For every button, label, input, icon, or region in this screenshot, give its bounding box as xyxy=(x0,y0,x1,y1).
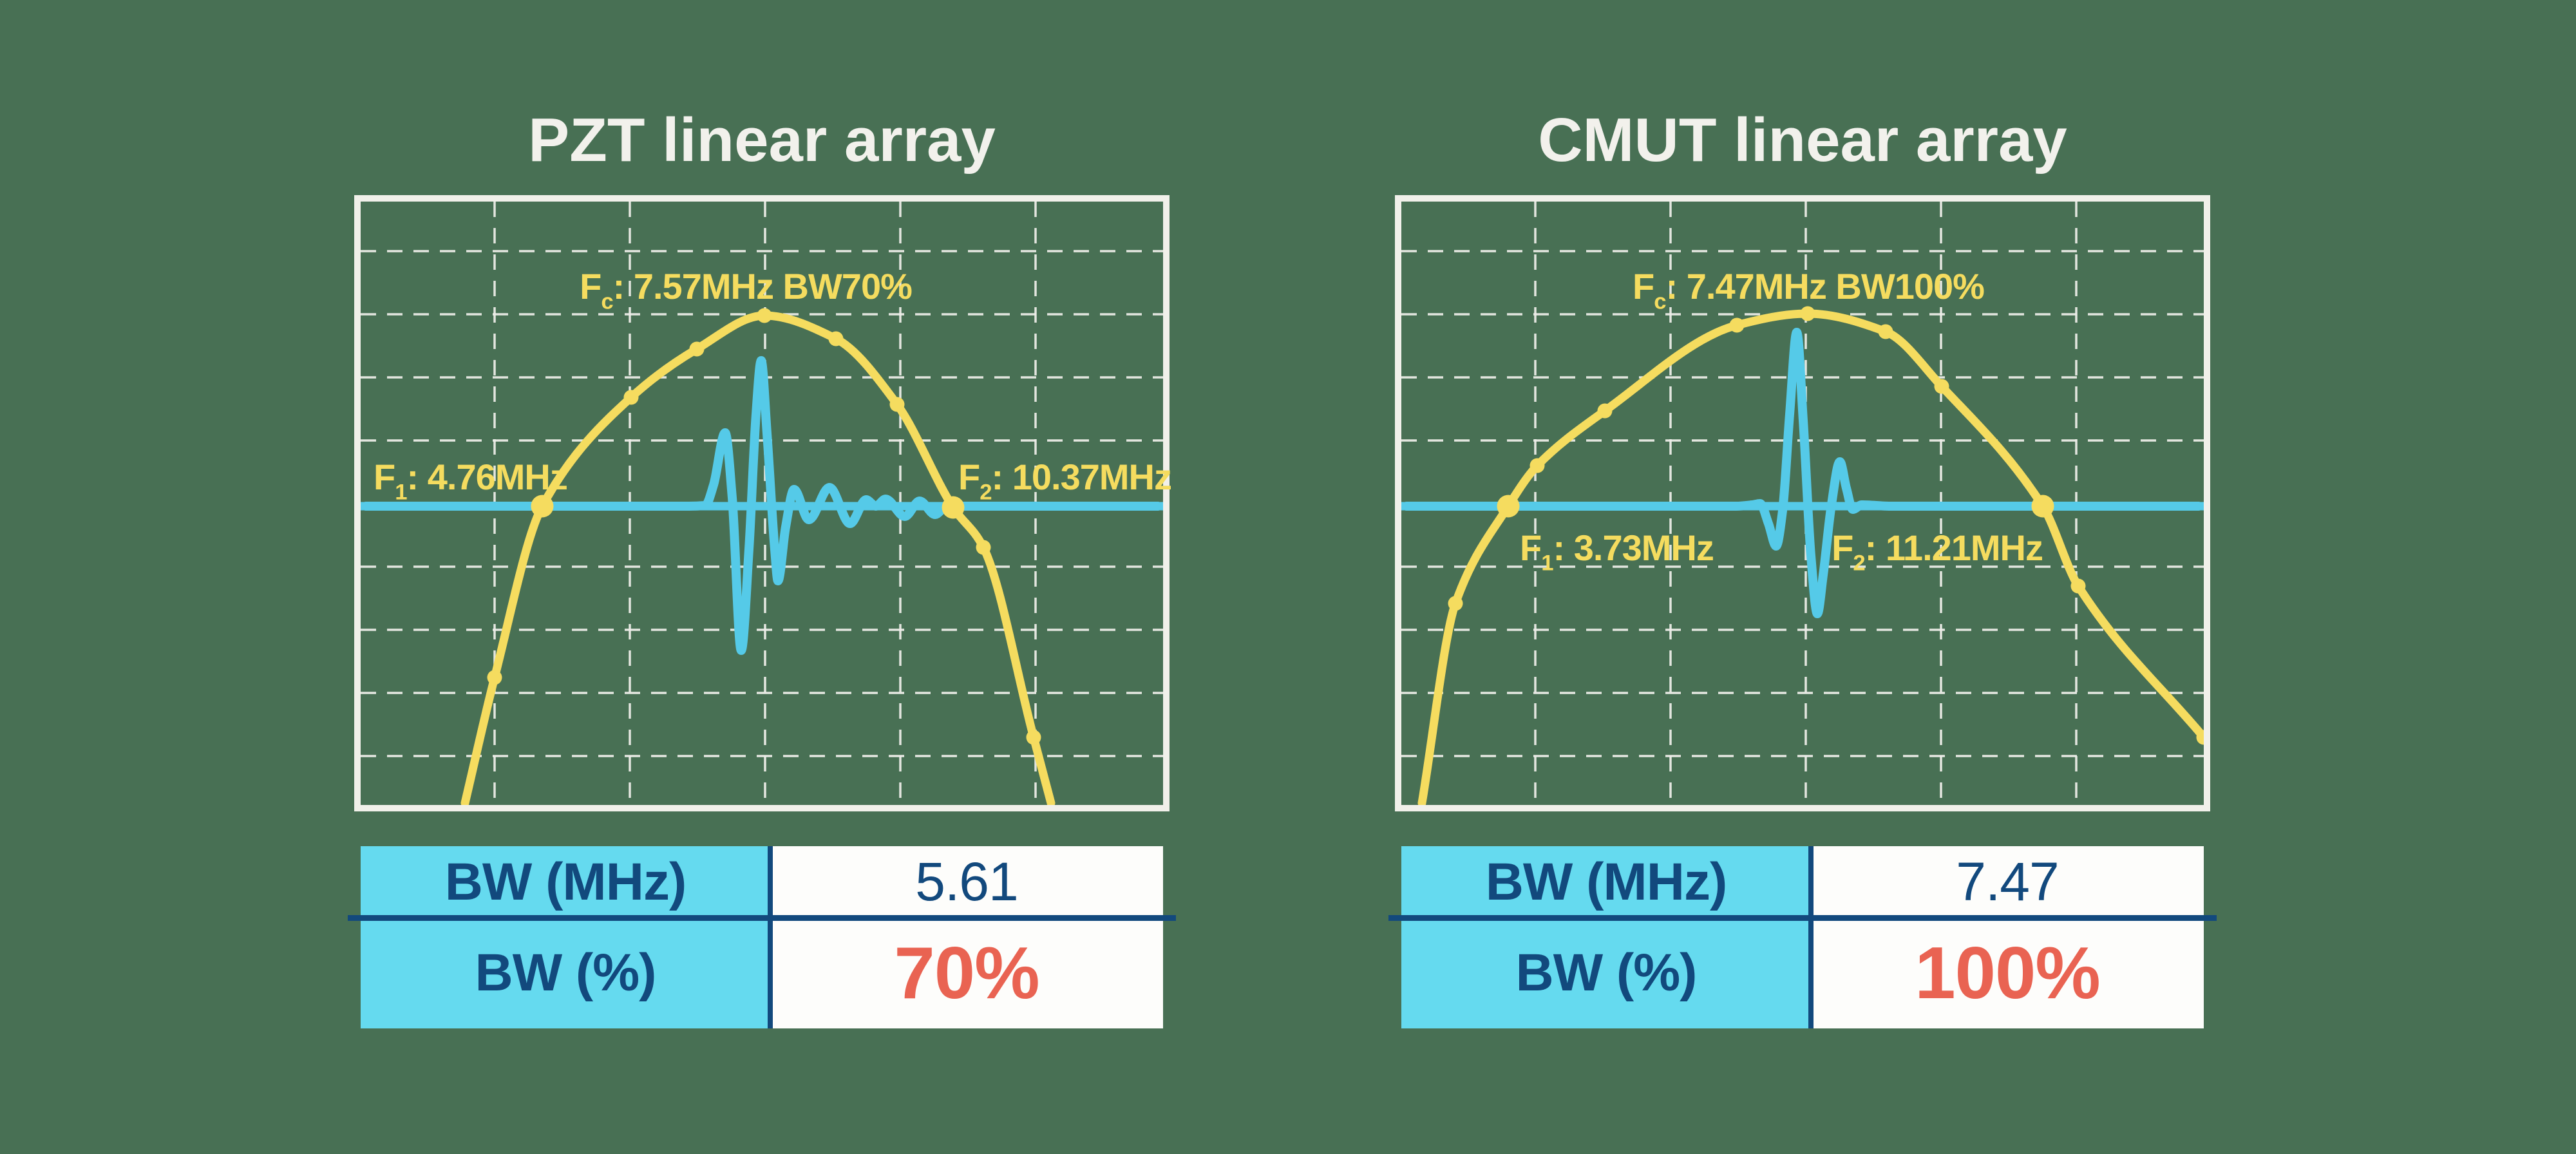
cmut-spectrum-chart: Fc: 7.47MHz BW100% F1: 3.73MHz F2: 11.21… xyxy=(1395,195,2210,811)
table-row: BW (%) 100% xyxy=(1401,918,2204,1028)
f1-annotation: F1: 3.73MHz xyxy=(1520,527,1714,574)
bw-mhz-label-cell: BW (MHz) xyxy=(1401,846,1811,918)
f1-label-value: : 4.76MHz xyxy=(406,457,568,497)
f1-annotation: F1: 4.76MHz xyxy=(374,457,568,504)
f2-label-base: F xyxy=(958,457,980,497)
table-row: BW (MHz) 5.61 xyxy=(361,846,1163,918)
bw-mhz-value-cell: 7.47 xyxy=(1811,846,2204,918)
f2-label-sub: 2 xyxy=(1853,551,1865,576)
f1-label-sub: 1 xyxy=(1541,551,1553,576)
table-column-divider xyxy=(1808,846,1814,1028)
fc-label-base: F xyxy=(580,266,601,307)
f2-annotation: F2: 11.21MHz xyxy=(1832,527,2043,574)
fc-annotation: Fc: 7.47MHz BW100% xyxy=(1633,266,1985,313)
table-row: BW (%) 70% xyxy=(361,918,1163,1028)
f1-label-sub: 1 xyxy=(395,480,407,505)
page-title: PZT linear array xyxy=(528,106,996,175)
f2-label-value: : 10.37MHz xyxy=(991,457,1172,497)
table-column-divider xyxy=(768,846,773,1028)
fc-label-base: F xyxy=(1633,266,1654,307)
bw-pct-label-cell: BW (%) xyxy=(1401,918,1811,1028)
bw-pct-value-cell: 70% xyxy=(770,918,1163,1028)
fc-annotation: Fc: 7.57MHz BW70% xyxy=(580,266,913,313)
f2-label-value: : 11.21MHz xyxy=(1864,527,2043,568)
fc-label-value: : 7.57MHz BW70% xyxy=(612,266,913,307)
f2-label-base: F xyxy=(1832,527,1853,568)
fc-label-value: : 7.47MHz BW100% xyxy=(1665,266,1985,307)
table-row-divider xyxy=(1388,915,2217,921)
cmut-spectrum-plot xyxy=(1401,202,2204,805)
fc-label-sub: c xyxy=(1654,289,1666,314)
bw-table: BW (MHz) 5.61 BW (%) 70% xyxy=(348,846,1176,1028)
bw-pct-value-cell: 100% xyxy=(1811,918,2204,1028)
f1-label-base: F xyxy=(1520,527,1542,568)
bw-mhz-label-cell: BW (MHz) xyxy=(361,846,770,918)
f2-label-sub: 2 xyxy=(980,480,992,505)
table-row-divider xyxy=(348,915,1176,921)
f2-annotation: F2: 10.37MHz xyxy=(958,457,1172,504)
bw-mhz-value-cell: 5.61 xyxy=(770,846,1163,918)
table-row: BW (MHz) 7.47 xyxy=(1401,846,2204,918)
fc-label-sub: c xyxy=(601,289,613,314)
bw-table: BW (MHz) 7.47 BW (%) 100% xyxy=(1388,846,2217,1028)
f1-label-base: F xyxy=(374,457,395,497)
pzt-spectrum-plot xyxy=(361,202,1163,805)
pzt-spectrum-chart: Fc: 7.57MHz BW70% F1: 4.76MHz F2: 10.37M… xyxy=(354,195,1172,811)
page-title: CMUT linear array xyxy=(1538,106,2067,175)
bw-pct-label-cell: BW (%) xyxy=(361,918,770,1028)
f1-label-value: : 3.73MHz xyxy=(1553,527,1714,568)
